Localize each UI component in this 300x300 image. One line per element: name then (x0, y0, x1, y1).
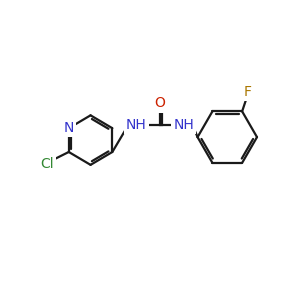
Text: N: N (64, 121, 74, 135)
Text: F: F (244, 85, 252, 99)
Text: O: O (154, 96, 165, 110)
Text: NH: NH (173, 118, 194, 132)
Text: Cl: Cl (40, 157, 54, 171)
Text: NH: NH (126, 118, 146, 132)
